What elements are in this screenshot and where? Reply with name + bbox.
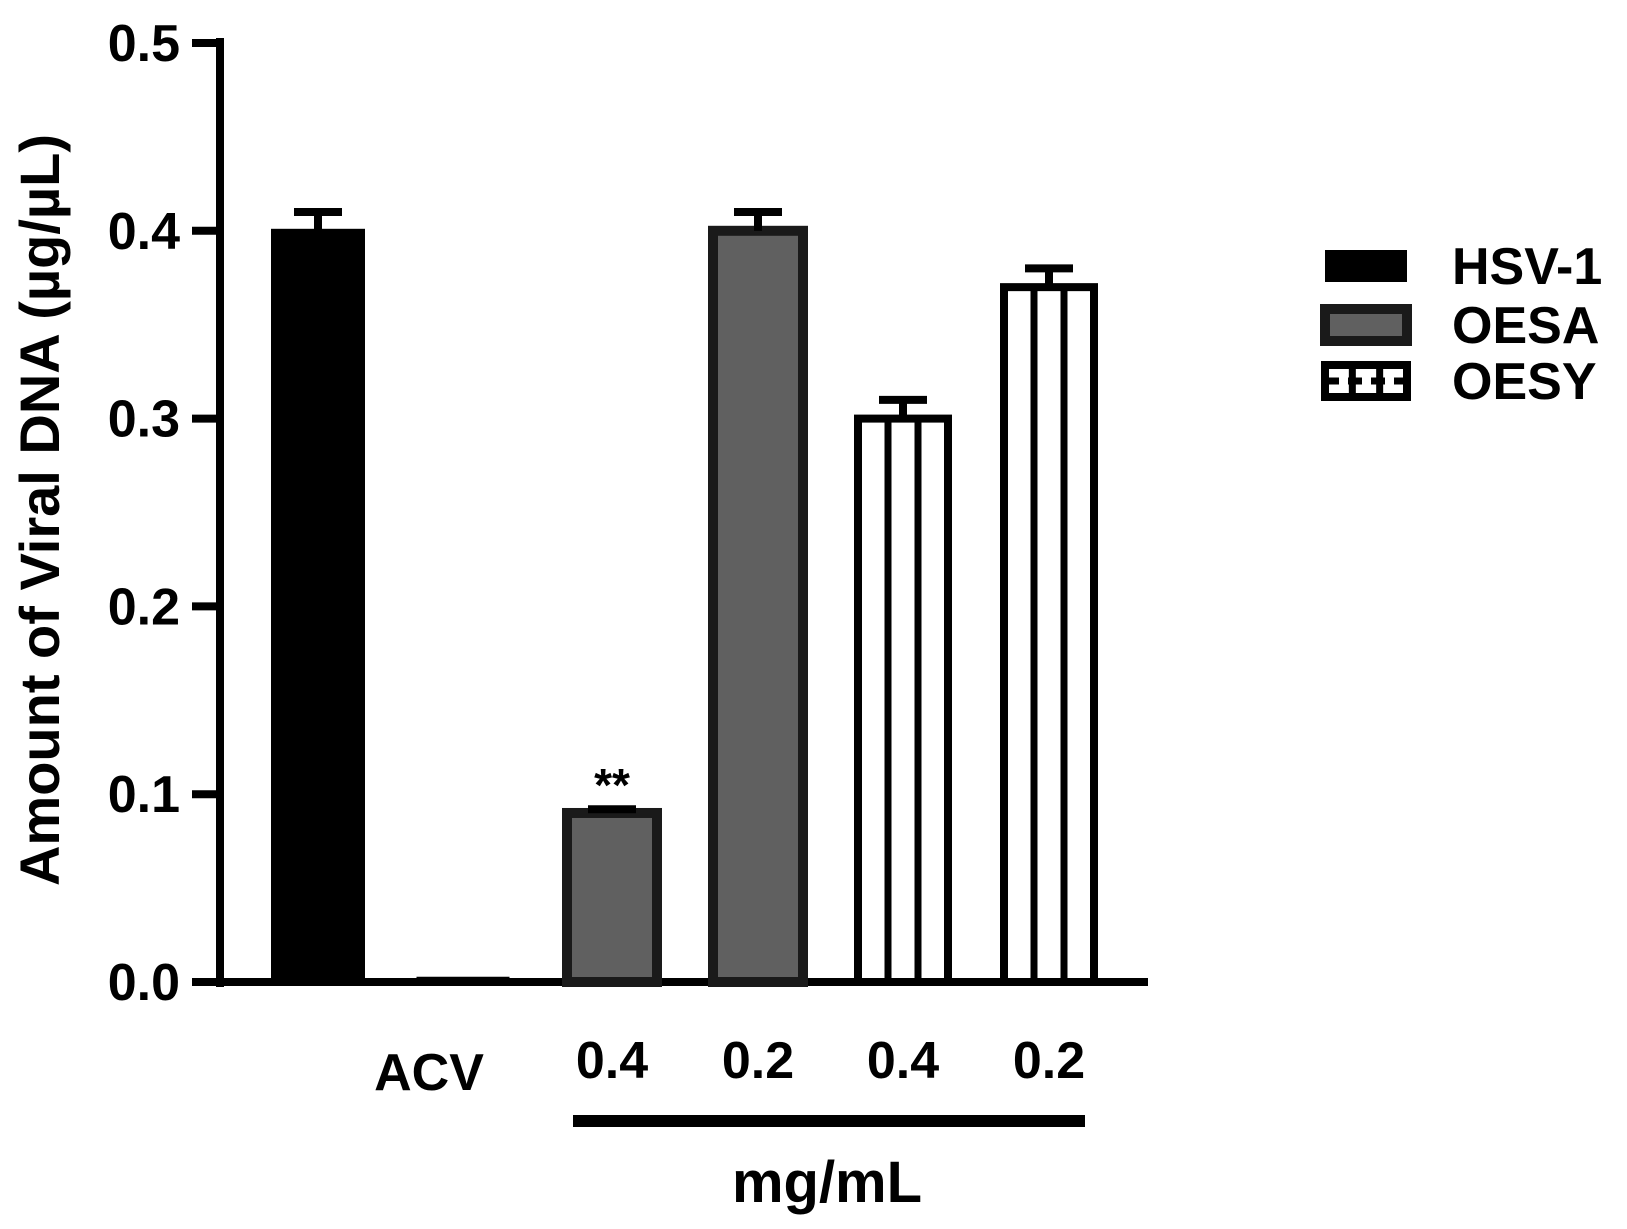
legend-label: HSV-1 — [1452, 238, 1602, 296]
y-tick-label: 0.1 — [108, 766, 180, 824]
bar-oesy-0-4 — [854, 395, 952, 987]
bar-rect — [1000, 283, 1098, 986]
bar-rect — [416, 976, 510, 984]
y-tick-label: 0.2 — [108, 578, 180, 636]
legend-item-oesy: OESY — [1321, 353, 1597, 411]
bar-rect — [854, 414, 952, 987]
y-tick-label: 0.4 — [108, 203, 180, 261]
concentration-unit-label: mg/mL — [732, 1150, 922, 1215]
x-category-label: 0.4 — [867, 1032, 939, 1090]
bar-hsv-1-control — [271, 208, 365, 985]
bar-rect — [562, 807, 662, 987]
x-category-label: ACV — [374, 1044, 484, 1102]
bar-rect — [271, 228, 365, 985]
x-category-label: 0.4 — [576, 1032, 648, 1090]
bars: ** — [271, 208, 1098, 988]
legend-swatch — [1325, 250, 1407, 282]
y-tick-label: 0.3 — [108, 391, 180, 449]
legend-label: OESY — [1452, 353, 1597, 411]
legend-label: OESA — [1452, 297, 1599, 355]
y-ticks: 0.0 0.1 0.2 0.3 0.4 0.5 — [108, 15, 220, 1012]
bar-hsv-1-acv — [416, 976, 510, 984]
x-category-label: 0.2 — [722, 1032, 794, 1090]
legend-item-hsv-1: HSV-1 — [1325, 238, 1602, 296]
y-tick-label: 0.5 — [108, 15, 180, 73]
bar-oesy-0-2 — [1000, 264, 1098, 986]
axes — [216, 38, 1148, 987]
x-category-labels: ACV 0.4 0.2 0.4 0.2 — [374, 1032, 1085, 1102]
bar-oesa-0-2 — [708, 208, 808, 988]
x-category-label: 0.2 — [1013, 1032, 1085, 1090]
y-tick-label: 0.0 — [108, 954, 180, 1012]
bar-oesa-0-4: ** — [562, 759, 662, 987]
significance-annotation: ** — [594, 759, 630, 811]
legend-swatch — [1320, 304, 1412, 346]
legend-item-oesa: OESA — [1320, 297, 1599, 355]
y-axis-title: Amount of Viral DNA (µg/µL) — [8, 134, 71, 886]
bar-rect — [708, 225, 808, 988]
